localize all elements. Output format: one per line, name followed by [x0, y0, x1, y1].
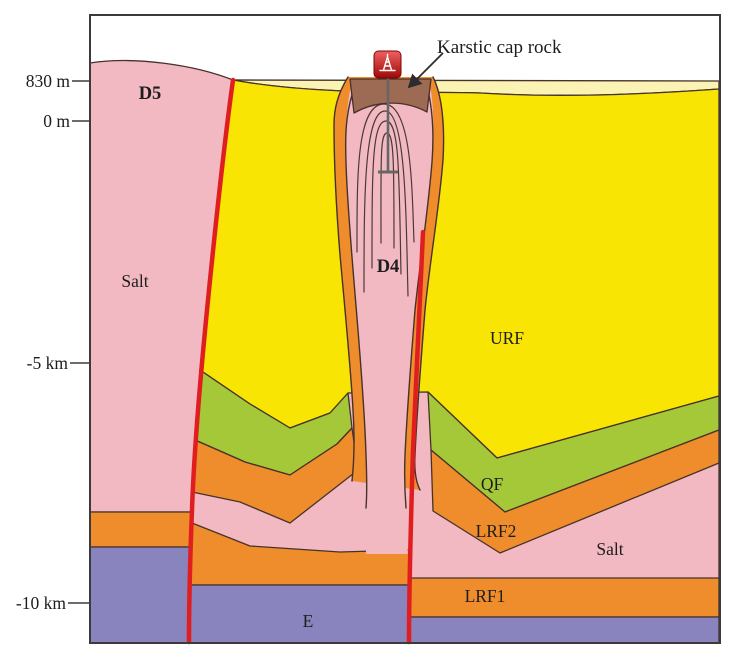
- d4-rim-outline-inner-left: [344, 94, 368, 509]
- fault-line-right: [406, 229, 426, 645]
- label-karstic-cap-rock: Karstic cap rock: [437, 37, 562, 58]
- d4-rim-outline-outer-left: [333, 76, 355, 482]
- depth-label-0m: 0 m: [43, 111, 70, 131]
- section-frame: [89, 14, 721, 644]
- label-lrf1: LRF1: [465, 586, 506, 606]
- label-salt-left: Salt: [121, 271, 148, 291]
- fault-line-left: [186, 77, 236, 645]
- region-basement-mid: [188, 584, 410, 644]
- region-basement-left: [89, 546, 192, 644]
- depth-label-minus10km: -10 km: [16, 593, 66, 613]
- depth-scale: 830 m 0 m -5 km -10 km: [16, 71, 90, 613]
- well-bore: [378, 72, 398, 174]
- region-urf: [199, 79, 720, 459]
- region-basement-right: [407, 616, 720, 644]
- region-d4-salt-stem: [345, 82, 434, 554]
- region-lrf1-right: [408, 577, 720, 618]
- cap-rock-annotation: Karstic cap rock: [407, 37, 562, 89]
- depth-label-minus5km: -5 km: [27, 353, 69, 373]
- cap-rock-arrow: [407, 52, 444, 89]
- label-basement-e: E: [303, 611, 314, 631]
- label-urf: URF: [490, 328, 524, 348]
- label-qf: QF: [481, 474, 504, 494]
- label-d4: D4: [377, 257, 400, 277]
- label-salt-right: Salt: [596, 539, 623, 559]
- label-d5: D5: [139, 84, 162, 104]
- oil-derrick-icon: [373, 50, 402, 79]
- region-lrf-left-band: [89, 511, 192, 548]
- label-lrf2: LRF2: [476, 521, 517, 541]
- d4-rim-outline-inner-right: [403, 94, 434, 509]
- depth-label-830m: 830 m: [26, 71, 71, 91]
